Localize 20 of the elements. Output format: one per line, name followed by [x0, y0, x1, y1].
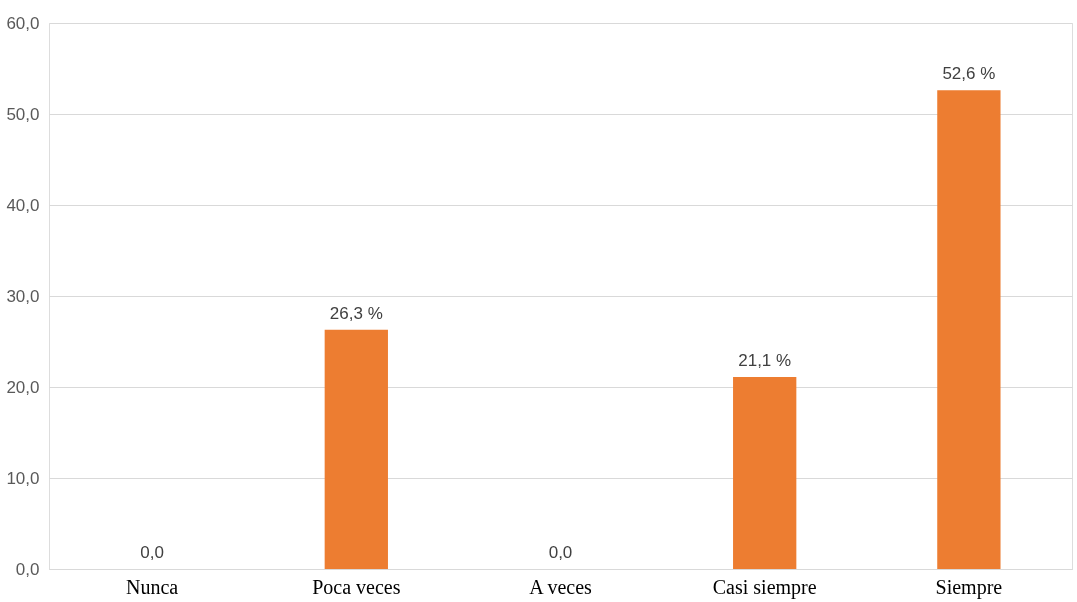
- bar: [733, 376, 797, 569]
- y-tick-label: 50,0: [6, 104, 40, 124]
- x-tick-label: A veces: [529, 575, 593, 598]
- x-tick-label: Siempre: [935, 575, 1003, 599]
- y-tick-label: 10,0: [6, 468, 40, 488]
- bar: [324, 329, 388, 569]
- bar: [937, 90, 1001, 569]
- y-tick-label: 20,0: [6, 377, 40, 397]
- data-label: 0,0: [548, 543, 573, 562]
- x-tick-label: Poca veces: [312, 575, 401, 598]
- y-tick-label: 30,0: [6, 286, 40, 306]
- data-label: 26,3 %: [329, 303, 383, 323]
- y-tick-label: 40,0: [6, 195, 40, 215]
- x-tick-label: Casi siempre: [712, 575, 817, 599]
- y-tick-label: 60,0: [6, 13, 40, 33]
- data-label: 52,6 %: [942, 64, 996, 84]
- x-tick-label: Nunca: [126, 575, 179, 598]
- data-label: 21,1 %: [738, 350, 792, 370]
- y-tick-label: 0,0: [15, 559, 40, 579]
- data-label: 0,0: [140, 543, 164, 562]
